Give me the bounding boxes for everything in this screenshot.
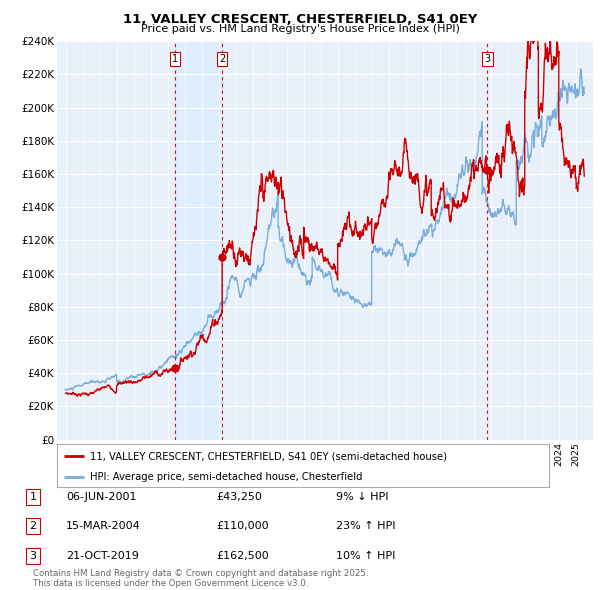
Text: 3: 3	[29, 551, 37, 560]
Text: HPI: Average price, semi-detached house, Chesterfield: HPI: Average price, semi-detached house,…	[91, 473, 363, 483]
Text: 11, VALLEY CRESCENT, CHESTERFIELD, S41 0EY: 11, VALLEY CRESCENT, CHESTERFIELD, S41 0…	[123, 13, 477, 26]
Text: 2: 2	[219, 54, 225, 64]
Text: 1: 1	[29, 492, 37, 502]
Text: £110,000: £110,000	[216, 522, 269, 531]
Text: 15-MAR-2004: 15-MAR-2004	[66, 522, 141, 531]
Text: 9% ↓ HPI: 9% ↓ HPI	[336, 492, 389, 502]
Bar	[175, 41, 222, 440]
Text: 11, VALLEY CRESCENT, CHESTERFIELD, S41 0EY (semi-detached house): 11, VALLEY CRESCENT, CHESTERFIELD, S41 0…	[91, 451, 448, 461]
Text: 3: 3	[484, 54, 490, 64]
Text: 21-OCT-2019: 21-OCT-2019	[66, 551, 139, 560]
Text: 23% ↑ HPI: 23% ↑ HPI	[336, 522, 395, 531]
Text: Price paid vs. HM Land Registry's House Price Index (HPI): Price paid vs. HM Land Registry's House …	[140, 24, 460, 34]
Text: 1: 1	[172, 54, 178, 64]
Text: Contains HM Land Registry data © Crown copyright and database right 2025.
This d: Contains HM Land Registry data © Crown c…	[33, 569, 368, 588]
Text: 10% ↑ HPI: 10% ↑ HPI	[336, 551, 395, 560]
Text: £162,500: £162,500	[216, 551, 269, 560]
Text: £43,250: £43,250	[216, 492, 262, 502]
Text: 06-JUN-2001: 06-JUN-2001	[66, 492, 137, 502]
Text: 2: 2	[29, 522, 37, 531]
